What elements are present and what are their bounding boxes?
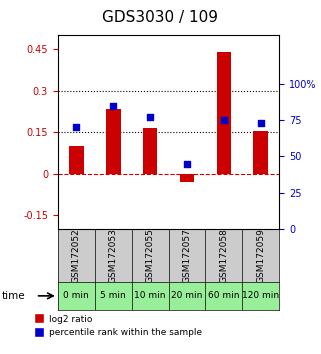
Bar xyxy=(69,146,83,174)
Point xyxy=(221,117,226,123)
Legend: log2 ratio, percentile rank within the sample: log2 ratio, percentile rank within the s… xyxy=(31,311,206,341)
Bar xyxy=(143,128,157,174)
Text: GSM172057: GSM172057 xyxy=(182,228,192,283)
Text: time: time xyxy=(2,291,25,301)
Text: 0 min: 0 min xyxy=(63,291,89,300)
Point xyxy=(184,161,189,166)
Text: 120 min: 120 min xyxy=(242,291,279,300)
Bar xyxy=(216,52,231,174)
Point xyxy=(74,125,79,130)
Text: 5 min: 5 min xyxy=(100,291,126,300)
Bar xyxy=(253,131,268,174)
Point xyxy=(147,114,153,120)
Text: 60 min: 60 min xyxy=(208,291,240,300)
Text: GSM172058: GSM172058 xyxy=(219,228,229,283)
Text: 20 min: 20 min xyxy=(171,291,203,300)
Bar xyxy=(106,109,121,174)
Bar xyxy=(179,174,194,182)
Text: GSM172055: GSM172055 xyxy=(145,228,155,283)
Text: 10 min: 10 min xyxy=(134,291,166,300)
Point xyxy=(110,103,116,108)
Text: GSM172053: GSM172053 xyxy=(108,228,118,283)
Text: GSM172052: GSM172052 xyxy=(72,228,81,283)
Text: GSM172059: GSM172059 xyxy=(256,228,265,283)
Point xyxy=(258,120,263,126)
Text: GDS3030 / 109: GDS3030 / 109 xyxy=(102,10,219,25)
